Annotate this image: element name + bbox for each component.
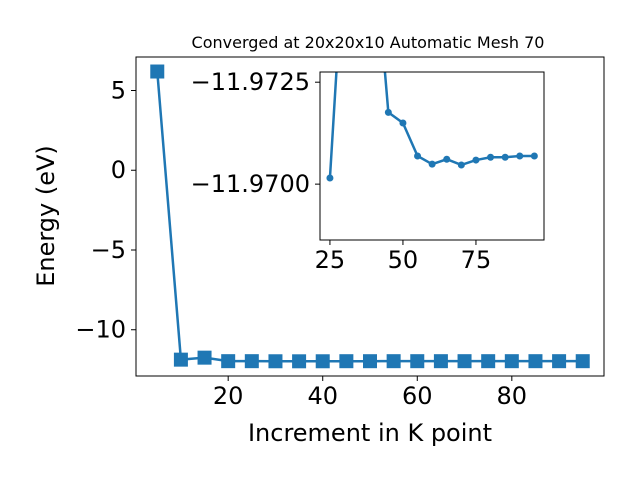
data-point xyxy=(339,354,354,369)
data-point xyxy=(410,354,425,369)
data-point xyxy=(528,354,543,369)
data-point xyxy=(501,153,509,161)
data-point xyxy=(481,354,496,369)
x-tick-label: 80 xyxy=(497,382,528,410)
data-point xyxy=(552,354,567,369)
x-axis-label: Increment in K point xyxy=(248,419,492,447)
data-point xyxy=(516,152,524,160)
x-tick-label: 20 xyxy=(213,382,244,410)
data-point xyxy=(472,156,480,164)
data-point xyxy=(443,155,451,163)
data-point xyxy=(433,354,448,369)
data-point xyxy=(221,354,236,369)
data-point xyxy=(386,354,401,369)
x-tick-label: 25 xyxy=(315,246,346,274)
data-point xyxy=(504,354,519,369)
x-tick-label: 50 xyxy=(388,246,419,274)
plot-area xyxy=(150,64,590,369)
x-tick-label: 60 xyxy=(402,382,433,410)
data-point xyxy=(315,354,330,369)
data-point xyxy=(244,354,259,369)
data-point xyxy=(530,152,538,160)
data-point xyxy=(399,119,407,127)
chart-title: Converged at 20x20x10 Automatic Mesh 70 xyxy=(192,33,545,52)
data-point xyxy=(363,354,377,369)
y-tick-label: −11.9725 xyxy=(191,68,310,96)
data-point xyxy=(457,161,465,169)
data-point xyxy=(326,174,334,182)
data-point xyxy=(384,108,392,116)
data-point xyxy=(457,354,472,369)
data-point xyxy=(487,153,495,161)
y-tick-label: −10 xyxy=(75,316,126,344)
x-tick-label: 40 xyxy=(307,382,338,410)
y-tick-label: −11.9700 xyxy=(191,170,310,198)
y-tick-label: 5 xyxy=(111,76,126,104)
data-point xyxy=(173,352,188,367)
plot-frame xyxy=(319,71,545,241)
data-point xyxy=(428,160,436,168)
y-tick-label: −5 xyxy=(91,236,126,264)
y-tick-label: 0 xyxy=(111,156,126,184)
y-axis-label: Energy (eV) xyxy=(32,145,60,287)
data-point xyxy=(414,152,422,160)
data-point xyxy=(268,354,283,369)
x-tick-label: 75 xyxy=(461,246,492,274)
data-point xyxy=(292,354,307,369)
data-point xyxy=(575,354,590,369)
data-point xyxy=(150,64,165,79)
plot-frame xyxy=(135,56,605,377)
plot-area xyxy=(326,72,538,182)
data-point xyxy=(197,350,212,365)
